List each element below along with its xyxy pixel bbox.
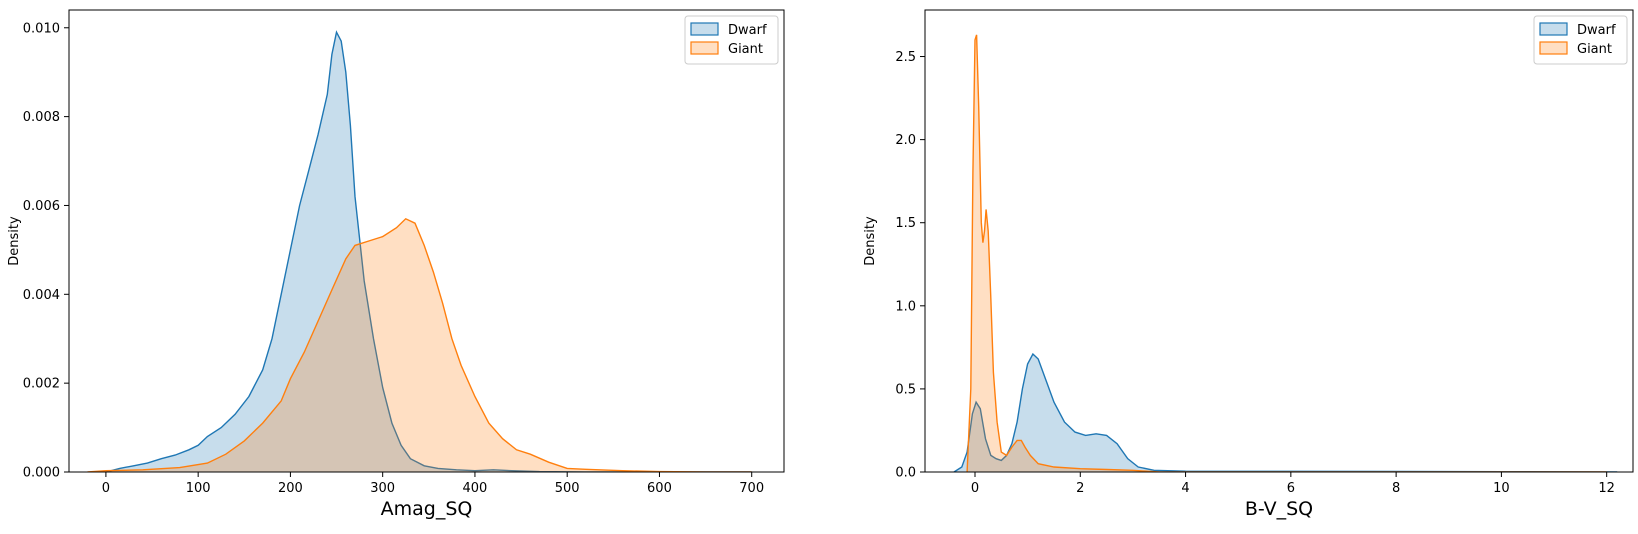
series-line-giant xyxy=(87,217,752,472)
plot-frame xyxy=(68,9,785,473)
series-area-giant xyxy=(87,218,752,472)
legend-label-giant: Giant xyxy=(1577,42,1612,57)
x-tick-label: 8 xyxy=(1392,481,1400,496)
y-tick-label: 0.5 xyxy=(895,382,916,397)
chart-panel-2: 0 2 4 6 8 10 12 0.0 0.5 1.0 1.5 2.0 2.5 B-V_SQ Density… xyxy=(863,9,1634,520)
y-tick-label: 0.008 xyxy=(23,110,60,125)
y-tick-label: 1.5 xyxy=(895,216,916,231)
x-axis-label: B-V_SQ xyxy=(1245,498,1313,520)
series-line-dwarf xyxy=(953,352,1618,472)
plot-frame xyxy=(924,9,1634,473)
y-tick-label: 0.010 xyxy=(23,21,60,36)
x-tick-label: 12 xyxy=(1598,481,1615,496)
y-axis-label: Density xyxy=(863,216,878,266)
y-tick-label: 0.004 xyxy=(23,288,60,303)
legend-swatch-dwarf xyxy=(690,22,719,36)
y-tick-label: 2.0 xyxy=(895,133,916,148)
legend: Dwarf Giant xyxy=(684,15,779,65)
y-axis-label: Density xyxy=(7,216,22,266)
x-tick-label: 600 xyxy=(647,481,672,496)
legend-label-dwarf: Dwarf xyxy=(728,23,767,38)
x-tick-label: 4 xyxy=(1181,481,1189,496)
x-tick-label: 6 xyxy=(1287,481,1295,496)
x-tick-label: 100 xyxy=(186,481,211,496)
y-tick-label: 1.0 xyxy=(895,299,916,314)
series-area-dwarf xyxy=(954,354,1618,472)
series-line-giant xyxy=(966,34,1607,472)
x-tick-label: 0 xyxy=(102,481,110,496)
y-tick-label: 0.0 xyxy=(895,466,916,481)
x-tick-label: 2 xyxy=(1076,481,1084,496)
legend-box xyxy=(1533,15,1628,65)
x-tick-label: 10 xyxy=(1493,481,1510,496)
legend-label-dwarf: Dwarf xyxy=(1577,23,1616,38)
y-tick-label: 0.006 xyxy=(23,199,60,214)
legend-label-giant: Giant xyxy=(728,42,763,57)
legend: Dwarf Giant xyxy=(1533,15,1628,65)
y-tick-label: 2.5 xyxy=(895,50,916,65)
x-tick-label: 300 xyxy=(370,481,395,496)
series-area-dwarf xyxy=(105,32,752,472)
y-tick-label: 0.002 xyxy=(23,377,60,392)
series-line-dwarf xyxy=(105,30,752,472)
x-tick-label: 200 xyxy=(278,481,303,496)
chart-panel-1: 0 100 200 300 400 500 600 700 0.000 0.002 0.004 0.0… xyxy=(7,9,785,520)
x-tick-label: 700 xyxy=(739,481,764,496)
y-tick-label: 0.000 xyxy=(23,466,60,481)
x-tick-label: 500 xyxy=(555,481,580,496)
legend-swatch-giant xyxy=(690,41,719,55)
x-tick-label: 0 xyxy=(971,481,979,496)
legend-swatch-dwarf xyxy=(1539,22,1568,36)
legend-box xyxy=(684,15,779,65)
x-axis-label: Amag_SQ xyxy=(381,498,473,520)
series-area-giant xyxy=(967,34,1607,472)
x-tick-label: 400 xyxy=(463,481,488,496)
legend-swatch-giant xyxy=(1539,41,1568,55)
